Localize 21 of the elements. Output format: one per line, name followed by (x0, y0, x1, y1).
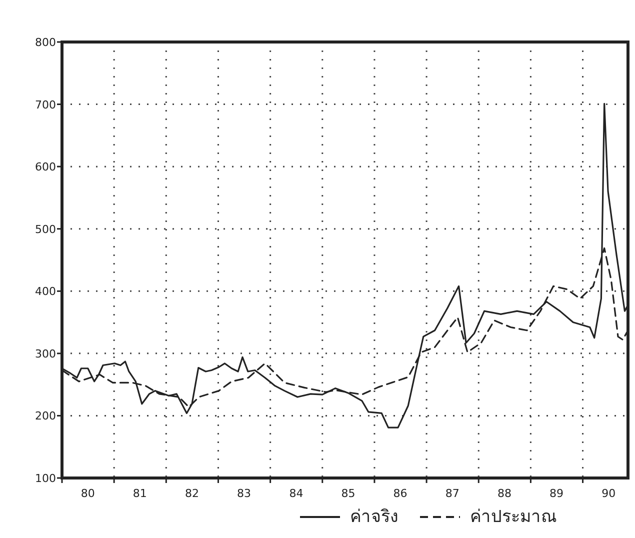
y-tick-label: 300 (35, 347, 56, 360)
y-tick-label: 800 (35, 36, 56, 49)
x-tick-label: 81 (132, 487, 147, 500)
y-tick-label: 400 (35, 285, 56, 298)
x-tick-label: 80 (80, 487, 95, 500)
y-tick-label: 600 (35, 160, 56, 174)
y-tick-label: 100 (35, 472, 56, 485)
x-tick-label: 87 (445, 487, 460, 500)
x-tick-label: 90 (602, 487, 616, 500)
y-tick-label: 700 (35, 98, 56, 112)
y-tick-label: 200 (35, 410, 56, 423)
x-tick-label: 89 (550, 487, 564, 500)
x-tick-label: 86 (393, 487, 408, 500)
x-tick-label: 83 (237, 487, 252, 500)
x-tick-label: 88 (498, 487, 512, 500)
x-tick-label: 84 (289, 487, 304, 500)
legend-label: ค่าจริง (350, 507, 398, 527)
y-tick-label: 500 (35, 222, 56, 236)
x-tick-label: 85 (341, 487, 356, 500)
legend-label: ค่าประมาณ (470, 507, 557, 527)
x-tick-label: 82 (184, 487, 199, 500)
